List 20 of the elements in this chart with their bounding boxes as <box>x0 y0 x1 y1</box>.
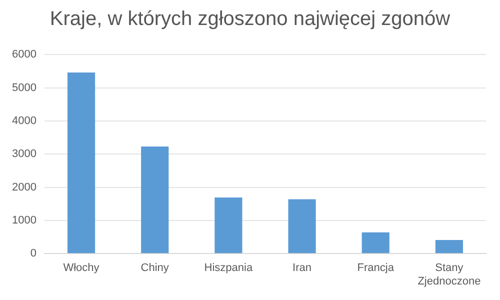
x-tick-label: Hiszpania <box>204 262 254 274</box>
y-tick-label: 3000 <box>12 148 36 160</box>
bar <box>141 146 169 254</box>
y-tick-label: 5000 <box>12 82 36 94</box>
y-tick-label: 0 <box>30 248 36 260</box>
bar <box>214 198 242 254</box>
bar <box>435 240 464 254</box>
bar <box>67 72 96 254</box>
y-tick-label: 1000 <box>12 214 36 226</box>
bar <box>362 232 390 254</box>
y-tick-label: 4000 <box>12 114 36 127</box>
y-tick-label: 2000 <box>12 181 36 194</box>
bar <box>288 199 316 254</box>
x-tick-label: Stany Zjednoczone <box>418 262 481 288</box>
x-tick-label: Francja <box>357 262 395 274</box>
y-tick-label: 6000 <box>12 48 36 61</box>
x-tick-label: Włochy <box>63 262 100 274</box>
x-tick-label: Iran <box>292 262 312 274</box>
x-tick-label: Chiny <box>140 262 170 274</box>
chart-title: Kraje, w których zgłoszono najwięcej zgonów <box>48 8 452 31</box>
